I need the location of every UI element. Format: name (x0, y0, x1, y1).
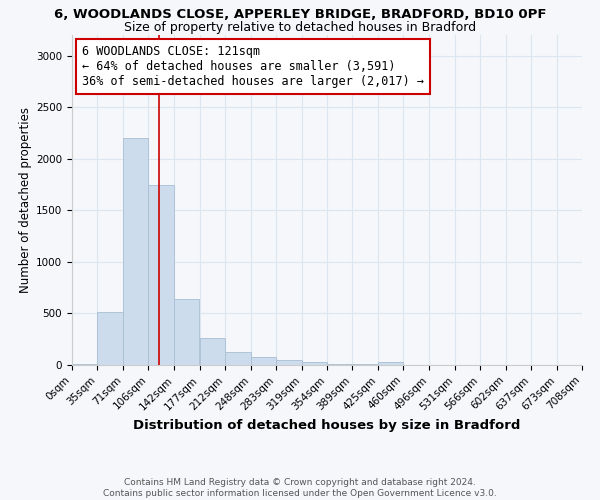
Bar (251, 358, 276, 365)
Bar (199, 338, 225, 365)
Text: 6, WOODLANDS CLOSE, APPERLEY BRIDGE, BRADFORD, BD10 0PF: 6, WOODLANDS CLOSE, APPERLEY BRIDGE, BRA… (54, 8, 546, 20)
Bar (276, 360, 302, 365)
Bar (352, 364, 378, 365)
Bar (123, 138, 148, 365)
X-axis label: Distribution of detached houses by size in Bradford: Distribution of detached houses by size … (133, 418, 521, 432)
Text: Size of property relative to detached houses in Bradford: Size of property relative to detached ho… (124, 21, 476, 34)
Bar (302, 362, 327, 365)
Bar (174, 299, 199, 365)
Bar (327, 364, 352, 365)
Y-axis label: Number of detached properties: Number of detached properties (19, 107, 32, 293)
Bar (72, 364, 97, 365)
Bar (97, 312, 123, 365)
Text: Contains HM Land Registry data © Crown copyright and database right 2024.
Contai: Contains HM Land Registry data © Crown c… (103, 478, 497, 498)
Bar (378, 362, 403, 365)
Bar (148, 184, 174, 365)
Bar (225, 352, 251, 365)
Text: 6 WOODLANDS CLOSE: 121sqm
← 64% of detached houses are smaller (3,591)
36% of se: 6 WOODLANDS CLOSE: 121sqm ← 64% of detac… (82, 45, 424, 88)
